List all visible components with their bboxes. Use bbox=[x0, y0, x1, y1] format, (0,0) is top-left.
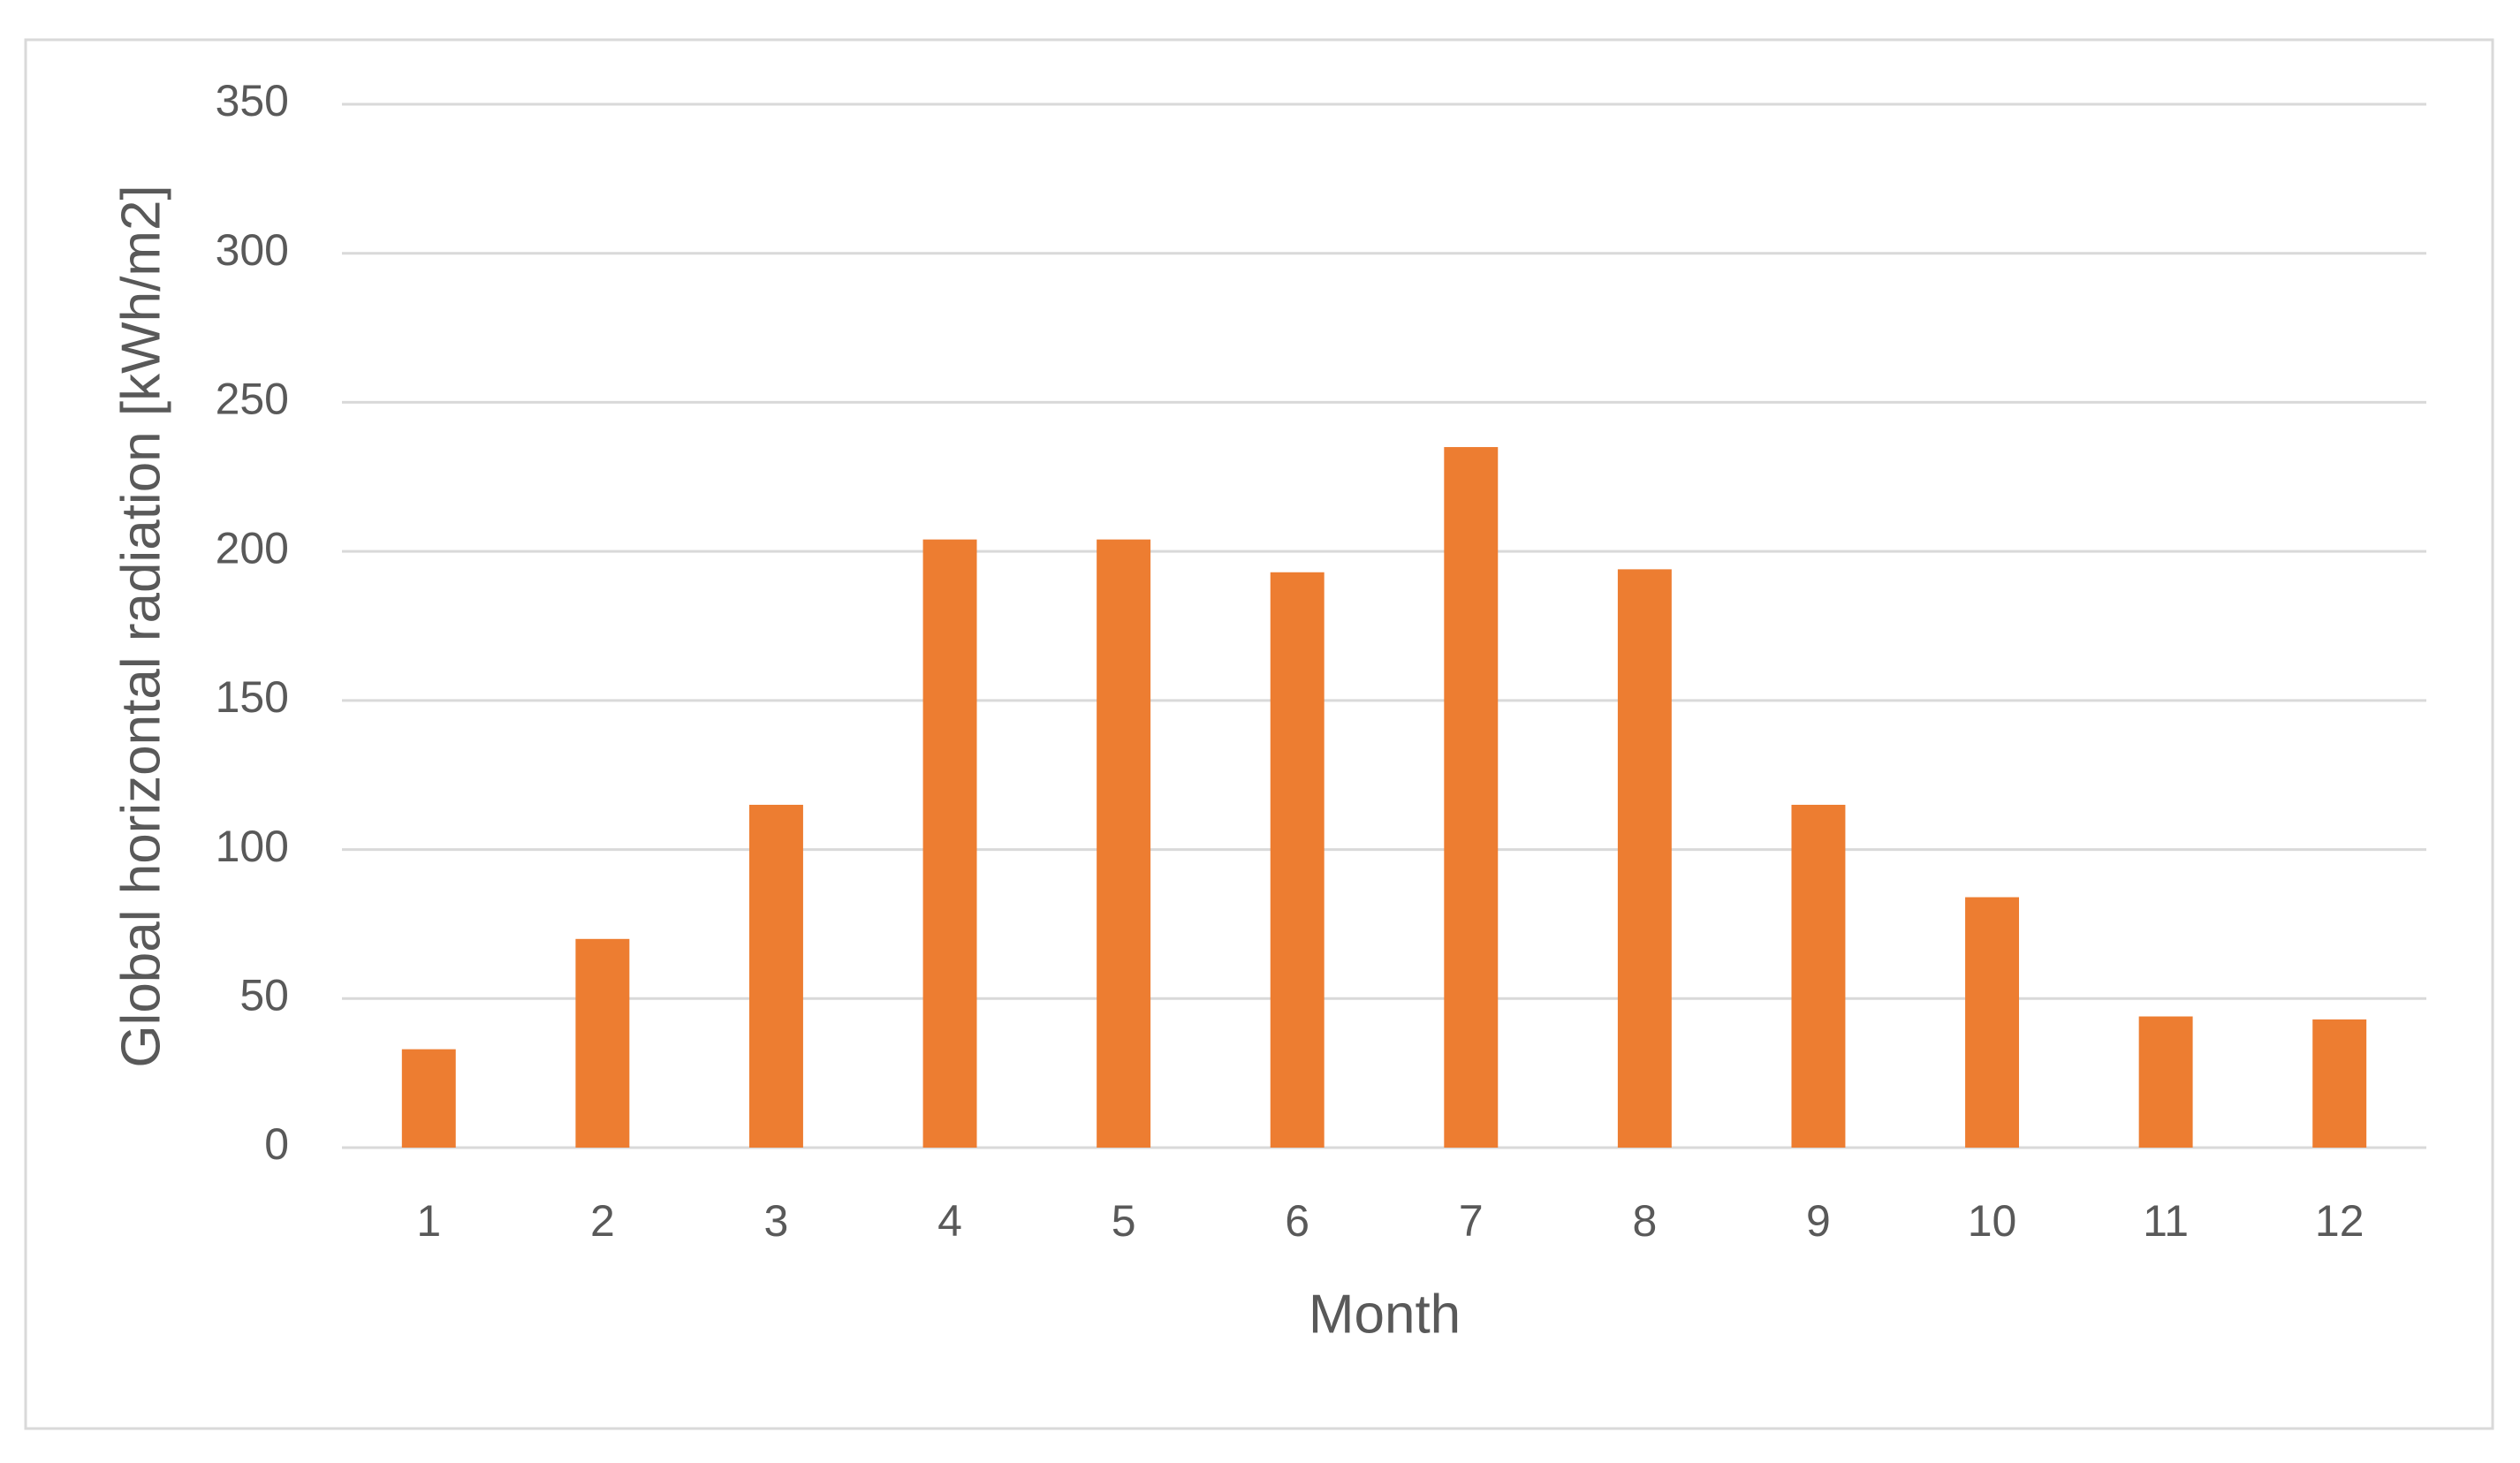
bar bbox=[1097, 539, 1151, 1148]
x-tick-label: 8 bbox=[1632, 1196, 1657, 1246]
y-tick-label: 250 bbox=[216, 375, 289, 424]
y-tick-label: 150 bbox=[216, 672, 289, 722]
bar bbox=[1270, 572, 1325, 1148]
bar bbox=[1965, 897, 2020, 1148]
chart-frame bbox=[24, 38, 2494, 1430]
x-tick-label: 11 bbox=[2143, 1196, 2189, 1246]
y-tick-label: 0 bbox=[264, 1119, 289, 1169]
y-axis-title: Global horizontal radiation [kWh/m2] bbox=[110, 185, 171, 1067]
x-tick-label: 2 bbox=[590, 1196, 615, 1246]
x-tick-label: 7 bbox=[1459, 1196, 1484, 1246]
bar bbox=[1617, 569, 1672, 1148]
x-tick-label: 10 bbox=[1968, 1196, 2017, 1246]
x-tick-label: 6 bbox=[1285, 1196, 1309, 1246]
y-tick-label: 350 bbox=[216, 76, 289, 125]
y-tick-label: 200 bbox=[216, 523, 289, 572]
bar bbox=[575, 938, 630, 1148]
bar bbox=[1791, 804, 1846, 1148]
y-tick-label: 300 bbox=[216, 225, 289, 275]
bar bbox=[2312, 1019, 2367, 1148]
x-axis-title: Month bbox=[1309, 1284, 1461, 1345]
y-tick-label: 100 bbox=[216, 822, 289, 871]
x-tick-label: 9 bbox=[1806, 1196, 1831, 1246]
bar bbox=[2138, 1016, 2193, 1148]
x-tick-label: 5 bbox=[1112, 1196, 1136, 1246]
bar bbox=[922, 539, 977, 1148]
x-tick-label: 4 bbox=[937, 1196, 962, 1246]
y-tick-label: 50 bbox=[239, 970, 289, 1020]
x-tick-label: 3 bbox=[764, 1196, 789, 1246]
bar bbox=[1444, 447, 1499, 1148]
x-tick-label: 12 bbox=[2315, 1196, 2364, 1246]
x-tick-label: 1 bbox=[416, 1196, 441, 1246]
bar bbox=[401, 1049, 456, 1148]
bar bbox=[748, 804, 803, 1148]
